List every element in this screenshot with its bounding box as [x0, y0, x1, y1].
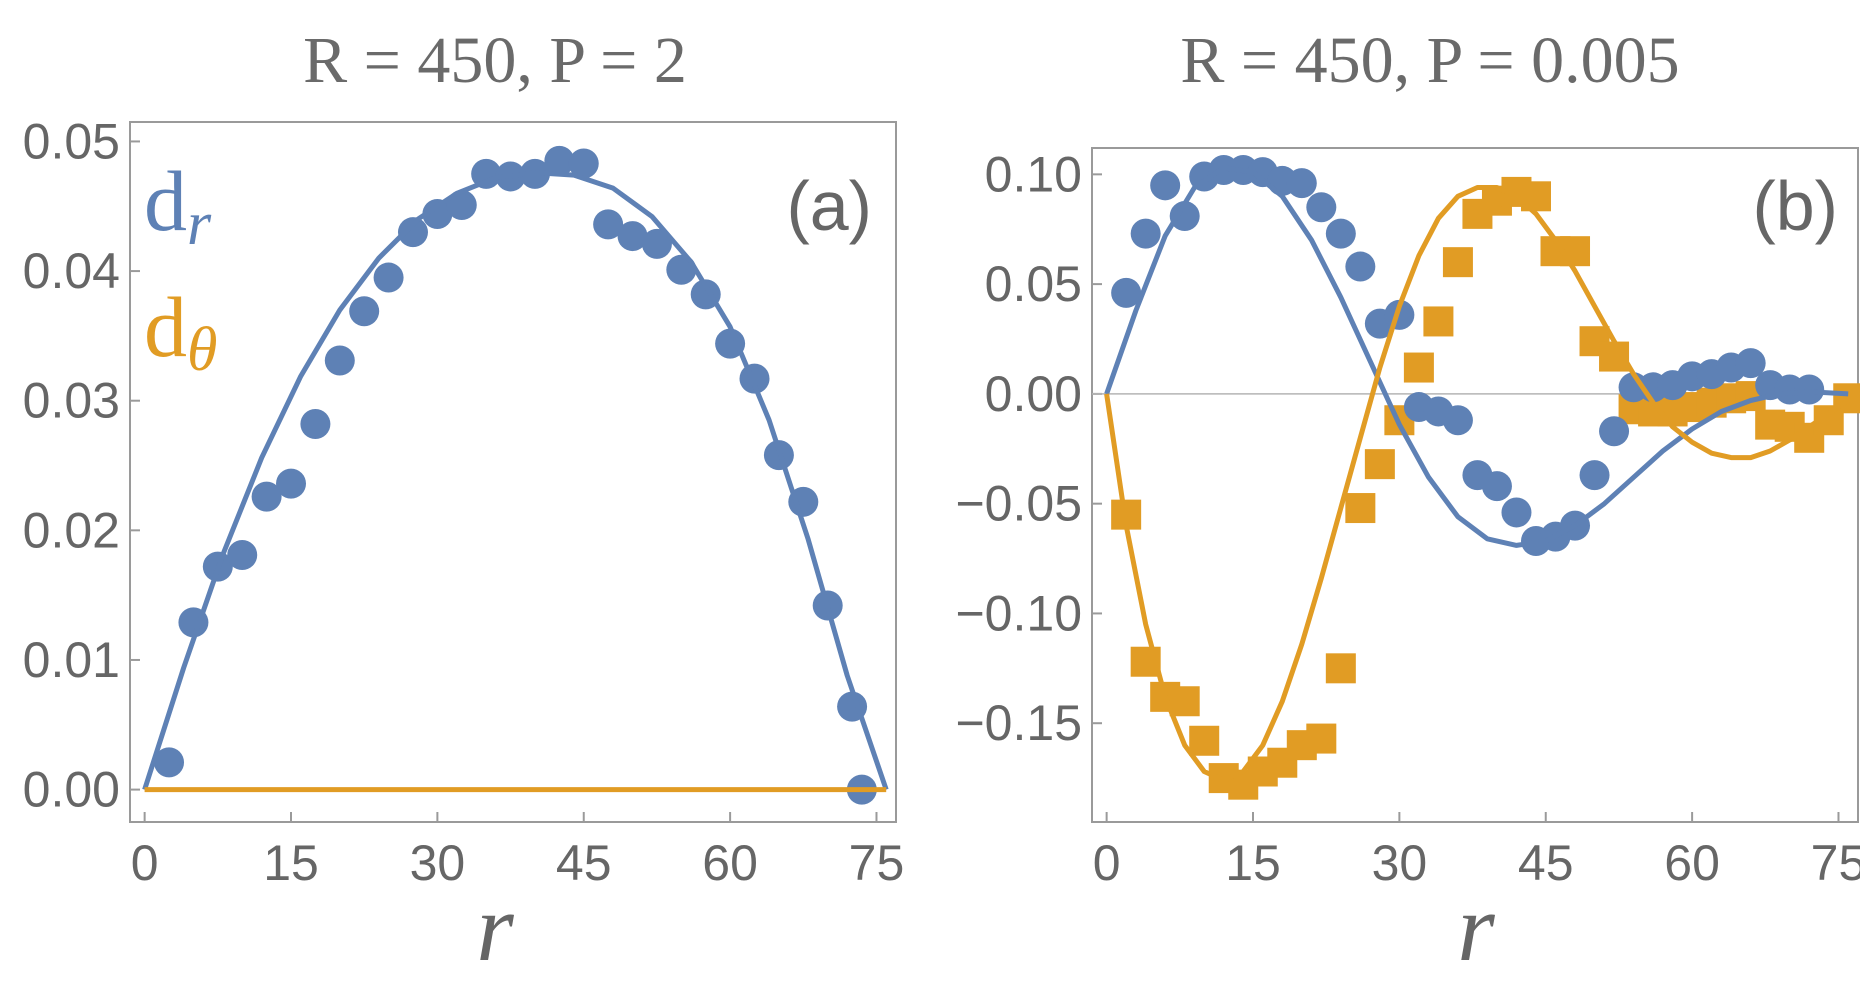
data-point-circle: [1442, 405, 1473, 436]
panel-b-x-axis: 0 15 30 45 60 75: [1093, 812, 1860, 891]
legend-dtheta-symbol: d: [144, 279, 187, 375]
data-point-circle: [1150, 170, 1181, 201]
x-tick-label: 45: [556, 835, 612, 891]
panel-b: R = 450, P = 0.005 −0.15 −0.10 −0.05 0.00 0.…: [955, 24, 1860, 981]
data-point-square: [1364, 449, 1395, 480]
data-point-circle: [300, 409, 331, 440]
y-tick-label: −0.10: [955, 585, 1082, 641]
y-tick-label: −0.15: [955, 695, 1082, 751]
x-tick-label: 30: [1372, 835, 1428, 891]
panel-b-frame: [1091, 147, 1859, 823]
x-tick-label: 0: [1093, 835, 1121, 891]
y-tick-label: 0.02: [23, 502, 120, 558]
data-point-circle: [1735, 348, 1766, 379]
panel-b-x-label: r: [1457, 874, 1495, 981]
panel-a-y-axis: 0.00 0.01 0.02 0.03 0.04 0.05: [23, 113, 140, 818]
panel-b-plot-area: [1104, 154, 1860, 800]
data-point-circle: [373, 262, 404, 293]
data-point-circle: [1481, 471, 1512, 502]
data-point-circle: [349, 296, 380, 327]
x-tick-label: 15: [1225, 835, 1281, 891]
data-point-circle: [1111, 277, 1142, 308]
panel-b-y-axis: −0.15 −0.10 −0.05 0.00 0.05 0.10: [955, 146, 1102, 751]
y-tick-label: 0.00: [23, 762, 120, 818]
data-point-square: [1306, 723, 1337, 754]
x-tick-label: 60: [1664, 835, 1720, 891]
x-tick-label: 60: [702, 835, 758, 891]
data-point-circle: [1130, 218, 1161, 249]
x-tick-label: 15: [263, 835, 319, 891]
y-tick-label: 0.00: [985, 366, 1082, 422]
panel-a-frame: [129, 121, 897, 823]
data-point-square: [1189, 725, 1220, 756]
data-point-circle: [154, 747, 185, 778]
y-tick-label: 0.04: [23, 243, 120, 299]
y-tick-label: −0.05: [955, 476, 1082, 532]
y-tick-label: 0.01: [23, 632, 120, 688]
data-point-circle: [1169, 201, 1200, 232]
x-tick-label: 0: [131, 835, 159, 891]
y-tick-label: 0.03: [23, 373, 120, 429]
data-point-circle: [1306, 192, 1337, 223]
x-tick-label: 30: [410, 835, 466, 891]
panel-a-label: (a): [786, 167, 872, 245]
y-tick-label: 0.05: [985, 256, 1082, 312]
data-point-circle: [1501, 497, 1532, 528]
y-tick-label: 0.05: [23, 113, 120, 169]
data-point-circle: [1325, 218, 1356, 249]
legend-entry-dr: dr: [144, 153, 212, 258]
legend-entry-dtheta: dθ: [144, 279, 217, 384]
data-point-square: [1169, 686, 1200, 717]
data-point-circle: [1579, 460, 1610, 491]
series-line: [1104, 165, 1849, 548]
data-point-circle: [617, 221, 648, 252]
data-point-circle: [471, 158, 502, 189]
series-line: [142, 170, 889, 791]
data-point-circle: [227, 539, 258, 570]
data-point-circle: [324, 345, 355, 376]
panel-b-title: R = 450, P = 0.005: [1180, 24, 1679, 97]
x-tick-label: 75: [849, 835, 905, 891]
panel-a-x-axis: 0 15 30 45 60 75: [131, 812, 905, 891]
data-point-circle: [422, 199, 453, 230]
panel-a-x-label: r: [476, 874, 514, 981]
y-tick-label: 0.10: [985, 146, 1082, 202]
panel-a: R = 450, P = 2 0.000.010.020.030.040.05 …: [23, 24, 905, 981]
data-point-square: [1325, 653, 1356, 684]
data-point-square: [1345, 493, 1376, 524]
series-line: [1104, 185, 1850, 783]
data-point-circle: [1286, 168, 1317, 199]
x-tick-label: 45: [1518, 835, 1574, 891]
legend-dtheta-subscript: θ: [187, 316, 217, 384]
legend: dr dθ: [144, 153, 217, 384]
data-point-circle: [251, 481, 282, 512]
data-point-square: [1403, 352, 1434, 383]
data-point-circle: [397, 217, 428, 248]
data-point-square: [1423, 306, 1454, 337]
data-point-circle: [276, 468, 307, 499]
panel-a-title: R = 450, P = 2: [303, 24, 687, 97]
panel-a-plot-area: [142, 145, 889, 805]
data-point-circle: [544, 145, 575, 176]
x-tick-label: 75: [1811, 835, 1860, 891]
data-point-circle: [568, 148, 599, 179]
legend-dr-subscript: r: [187, 190, 212, 258]
data-point-square: [1442, 247, 1473, 278]
data-point-circle: [593, 209, 624, 240]
data-point-circle: [1345, 251, 1376, 282]
panel-b-label: (b): [1752, 167, 1838, 245]
legend-dr-symbol: d: [144, 153, 187, 249]
data-point-circle: [1599, 416, 1630, 447]
data-point-circle: [641, 228, 672, 259]
